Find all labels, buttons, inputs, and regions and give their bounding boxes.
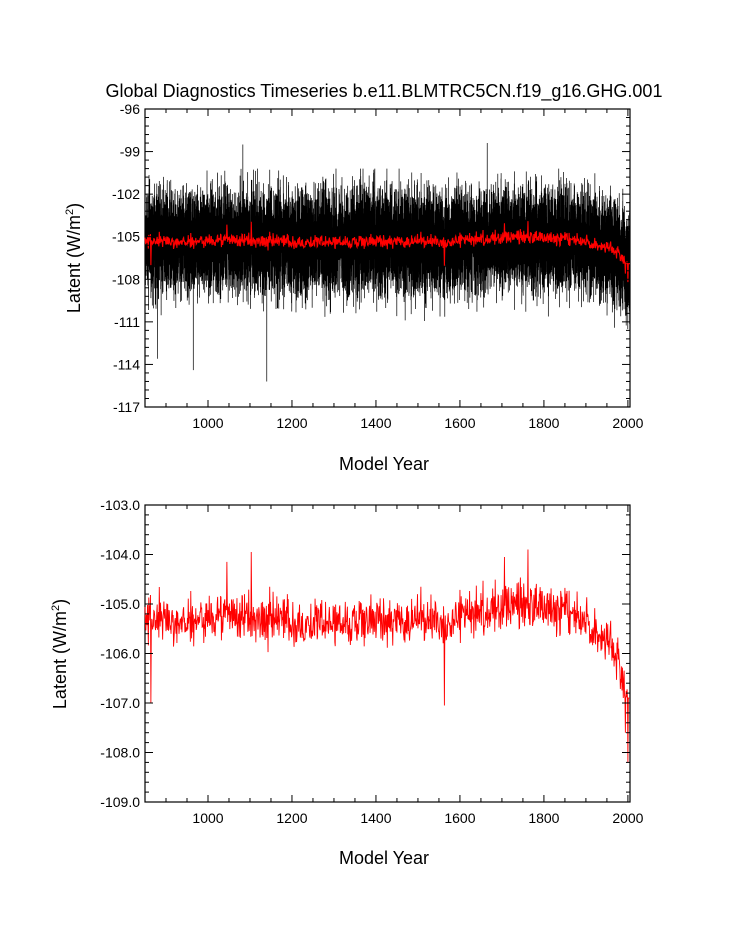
- bottom-mean-line: [144, 549, 630, 763]
- bottom-yaxis-title: Latent (W/m2): [50, 599, 70, 709]
- bottom-ytick-label: -108.0: [100, 745, 140, 761]
- top-ytick-label: -102: [112, 186, 140, 202]
- top-mean-series: [144, 221, 630, 283]
- bottom-panel: 1000 1200 1400 1600 1800 2000 -109.0 -108.0 -107…: [50, 497, 644, 868]
- bottom-xtick-label: 1000: [192, 810, 223, 826]
- top-xtick-label: 1800: [528, 415, 559, 431]
- bottom-xtick-label: 1800: [528, 810, 559, 826]
- top-raw-line: [144, 143, 631, 382]
- top-yaxis-title: Latent (W/m2): [64, 203, 84, 313]
- top-yaxis-title-close: ): [64, 203, 84, 209]
- bottom-ytick-label: -107.0: [100, 695, 140, 711]
- top-xaxis-title: Model Year: [339, 454, 429, 474]
- bottom-axis-ticks: 1000 1200 1400 1600 1800 2000 -109.0 -108.0 -107…: [100, 497, 643, 826]
- bottom-yaxis-title-close: ): [50, 599, 70, 605]
- bottom-ytick-label: -104.0: [100, 547, 140, 563]
- top-yaxis-title-main: Latent (W/m: [64, 215, 84, 313]
- bottom-xtick-label: 1200: [276, 810, 307, 826]
- top-ytick-label: -111: [114, 314, 140, 330]
- top-raw-series: [144, 143, 631, 382]
- bottom-ytick-label: -103.0: [100, 497, 140, 513]
- top-yaxis-title-sup: 2: [64, 209, 76, 215]
- top-axis-ticks: 1000 1200 1400 1600 1800 2000 -117 -114 -111 -108…: [112, 101, 644, 431]
- bottom-xtick-label: 2000: [612, 810, 643, 826]
- bottom-xtick-label: 1400: [360, 810, 391, 826]
- chart-title: Global Diagnostics Timeseries b.e11.BLMT…: [106, 81, 663, 102]
- top-xtick-label: 1600: [444, 415, 475, 431]
- bottom-xaxis-title: Model Year: [339, 848, 429, 868]
- top-panel: 1000 1200 1400 1600 1800 2000 -117 -114 -111 -108…: [64, 101, 644, 474]
- bottom-yaxis-title-sup: 2: [50, 605, 62, 611]
- top-xtick-label: 1000: [192, 415, 223, 431]
- top-ytick-label: -105: [112, 229, 140, 245]
- top-ytick-label: -108: [112, 271, 140, 287]
- bottom-ytick-label: -109.0: [100, 794, 140, 810]
- top-ytick-label: -114: [113, 356, 140, 372]
- bottom-mean-series: [144, 549, 630, 763]
- top-xtick-label: 1400: [360, 415, 391, 431]
- top-mean-line: [144, 221, 630, 283]
- bottom-ytick-label: -105.0: [100, 596, 140, 612]
- bottom-ytick-label: -106.0: [100, 646, 140, 662]
- top-ytick-label: -99: [120, 144, 140, 160]
- top-ytick-label: -117: [113, 399, 140, 415]
- top-ytick-label: -96: [120, 101, 140, 117]
- top-xtick-label: 2000: [612, 415, 643, 431]
- bottom-yaxis-title-main: Latent (W/m: [50, 611, 70, 709]
- bottom-xtick-label: 1600: [444, 810, 475, 826]
- top-xtick-label: 1200: [276, 415, 307, 431]
